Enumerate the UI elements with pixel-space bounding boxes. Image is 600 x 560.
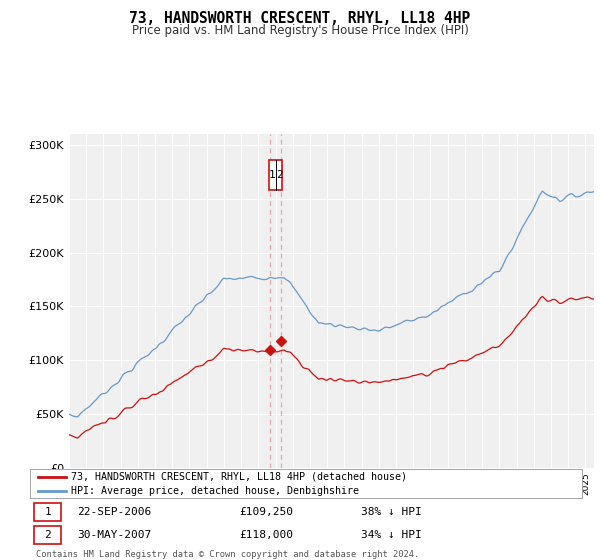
Text: 2: 2 [44,530,51,540]
Text: 1: 1 [269,170,276,180]
Text: Price paid vs. HM Land Registry's House Price Index (HPI): Price paid vs. HM Land Registry's House … [131,24,469,36]
Bar [269,160,282,190]
Bar [34,526,61,544]
Text: £118,000: £118,000 [240,530,294,540]
Text: 34% ↓ HPI: 34% ↓ HPI [361,530,422,540]
Text: 1: 1 [44,507,51,517]
Text: 73, HANDSWORTH CRESCENT, RHYL, LL18 4HP (detached house): 73, HANDSWORTH CRESCENT, RHYL, LL18 4HP … [71,472,407,482]
Text: £109,250: £109,250 [240,507,294,517]
Text: 2: 2 [276,170,283,180]
Text: Contains HM Land Registry data © Crown copyright and database right 2024.
This d: Contains HM Land Registry data © Crown c… [36,550,419,560]
Text: 22-SEP-2006: 22-SEP-2006 [77,507,151,517]
Text: 30-MAY-2007: 30-MAY-2007 [77,530,151,540]
Bar [34,503,61,521]
Text: 38% ↓ HPI: 38% ↓ HPI [361,507,422,517]
Text: HPI: Average price, detached house, Denbighshire: HPI: Average price, detached house, Denb… [71,486,359,496]
Text: 73, HANDSWORTH CRESCENT, RHYL, LL18 4HP: 73, HANDSWORTH CRESCENT, RHYL, LL18 4HP [130,11,470,26]
